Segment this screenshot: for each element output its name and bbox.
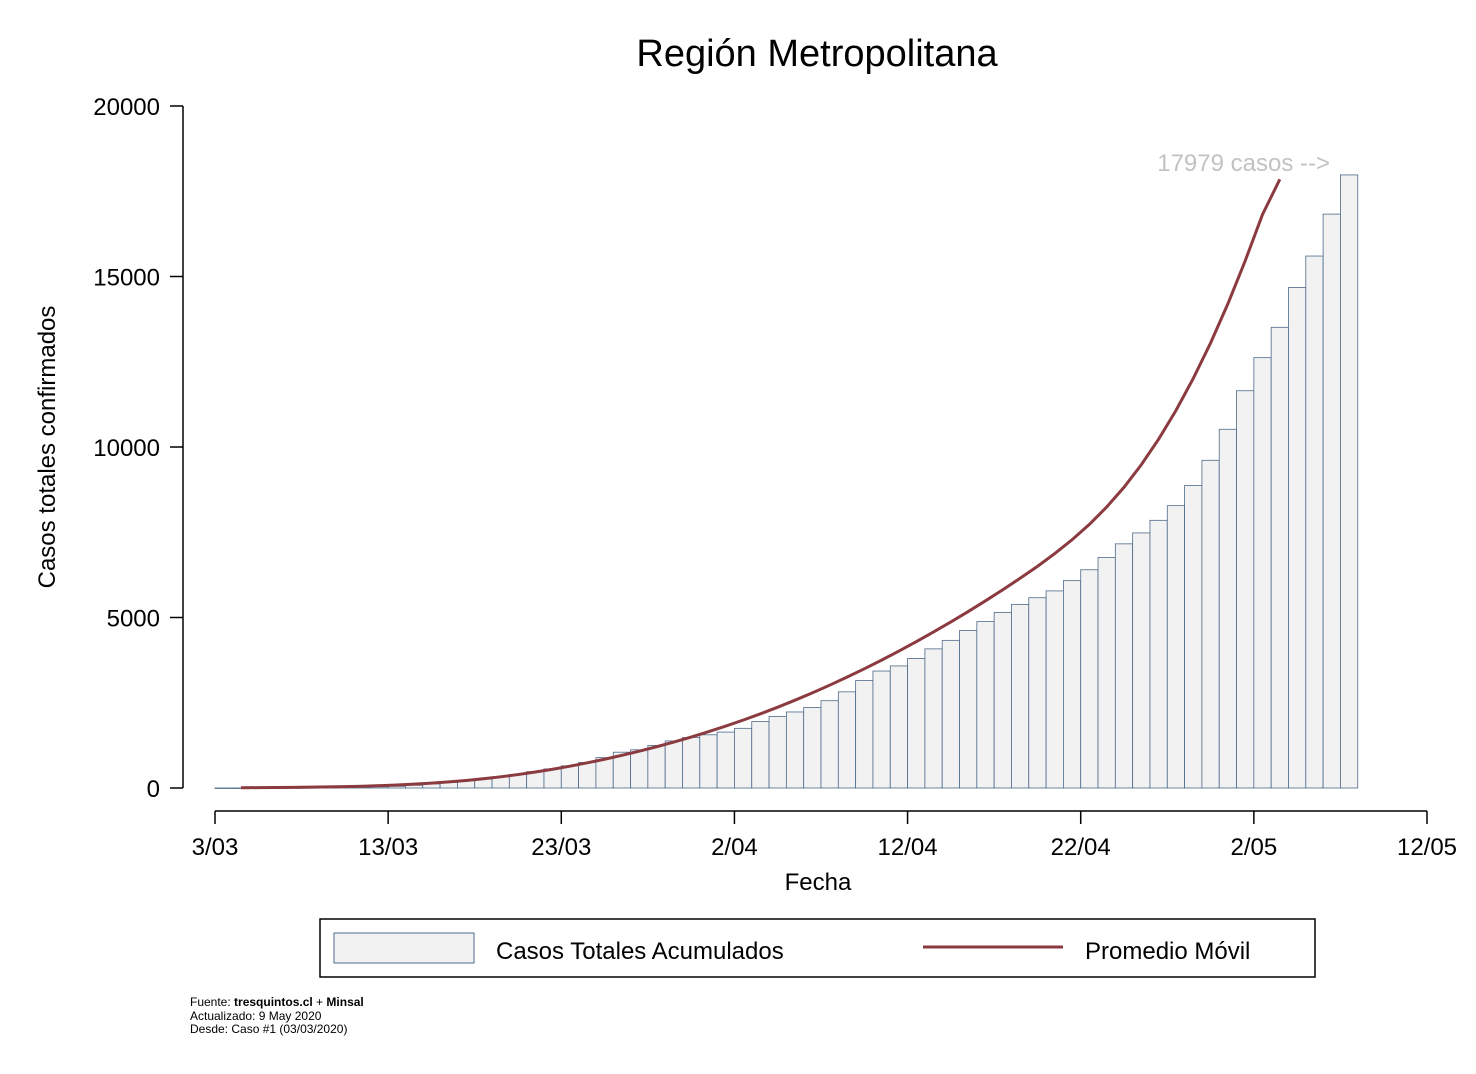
bar xyxy=(543,768,562,789)
footer-updated: Actualizado: 9 May 2020 xyxy=(190,1008,322,1023)
bar xyxy=(1132,532,1151,789)
y-tick-label: 20000 xyxy=(93,94,160,121)
bar xyxy=(682,737,701,789)
y-tick-label: 10000 xyxy=(93,435,160,462)
x-tick-label: 3/03 xyxy=(192,834,239,861)
x-tick-label: 2/05 xyxy=(1230,834,1277,861)
bar xyxy=(699,734,718,789)
line-series-promedio-movil xyxy=(240,178,1282,790)
bar xyxy=(214,787,233,789)
x-tick-label: 12/05 xyxy=(1397,834,1457,861)
footer-source-sep: + xyxy=(312,995,327,1009)
bar xyxy=(1305,255,1324,789)
x-tick-label: 23/03 xyxy=(531,834,591,861)
bar xyxy=(768,715,787,789)
bar xyxy=(907,658,926,789)
footer-source-prefix: Fuente: xyxy=(190,995,235,1009)
y-tick-label: 0 xyxy=(147,776,160,803)
bar xyxy=(1322,213,1341,789)
bar xyxy=(1270,326,1289,789)
bar xyxy=(1218,428,1237,789)
bar xyxy=(595,757,614,789)
bar xyxy=(1149,519,1168,789)
bar xyxy=(837,691,857,789)
bar xyxy=(1063,580,1082,789)
bar xyxy=(785,711,805,789)
bar xyxy=(1011,604,1030,789)
bar xyxy=(1184,485,1203,789)
legend: Casos Totales Acumulados Promedio Móvil xyxy=(319,918,1316,978)
x-tick-label: 22/04 xyxy=(1051,834,1111,861)
bar xyxy=(872,670,891,789)
bar xyxy=(1236,390,1255,789)
bar xyxy=(803,707,822,789)
bar xyxy=(630,749,649,789)
bar xyxy=(993,611,1012,789)
bar xyxy=(820,700,839,789)
legend-bar-swatch xyxy=(333,932,475,964)
x-axis-label: Fecha xyxy=(785,869,852,896)
bar xyxy=(560,765,579,789)
bar-series xyxy=(214,174,1359,789)
bar xyxy=(751,721,770,789)
bar xyxy=(1201,459,1220,789)
footer-since: Desde: Caso #1 (03/03/2020) xyxy=(190,1022,348,1036)
last-value-annotation: 17979 casos --> xyxy=(1157,150,1330,177)
bar xyxy=(716,731,735,789)
x-tick-label: 13/03 xyxy=(358,834,418,861)
y-tick-label: 5000 xyxy=(107,606,160,633)
bar xyxy=(941,639,960,789)
legend-frame xyxy=(319,918,1316,978)
chart-title: Región Metropolitana xyxy=(636,33,998,75)
legend-bar-label: Casos Totales Acumulados xyxy=(496,938,784,965)
bar xyxy=(924,648,943,789)
bar xyxy=(647,744,666,789)
bar xyxy=(664,740,683,789)
bar xyxy=(1097,557,1116,789)
x-ticks: 3/03 13/03 23/03 2/04 12/04 22/04 2/05 12/05 xyxy=(192,811,1457,861)
x-tick-label: 12/04 xyxy=(878,834,938,861)
bar xyxy=(1288,287,1307,789)
footer-source-org: Minsal xyxy=(326,995,364,1009)
y-ticks: 0 5000 10000 15000 20000 xyxy=(93,94,183,803)
footer-source-site: tresquintos.cl xyxy=(234,995,313,1009)
bar xyxy=(855,680,874,789)
y-tick-label: 15000 xyxy=(93,265,160,292)
bar xyxy=(1028,597,1047,789)
legend-line-label: Promedio Móvil xyxy=(1085,938,1250,965)
bar xyxy=(734,727,753,789)
bar xyxy=(1114,543,1134,789)
bar xyxy=(976,621,995,789)
bar xyxy=(1045,590,1064,789)
bar xyxy=(1253,357,1272,789)
bar xyxy=(1080,569,1099,789)
bar xyxy=(578,762,597,789)
y-axis-label: Casos totales confirmados xyxy=(34,306,61,589)
x-tick-label: 2/04 xyxy=(711,834,758,861)
footer-source: Fuente: tresquintos.cl + Minsal xyxy=(190,995,364,1010)
bar xyxy=(1340,174,1359,789)
bar xyxy=(1166,505,1186,789)
bar xyxy=(959,630,978,789)
footer-notes: Fuente: tresquintos.cl + Minsal Actualiz… xyxy=(190,995,364,1037)
bar xyxy=(889,665,908,789)
